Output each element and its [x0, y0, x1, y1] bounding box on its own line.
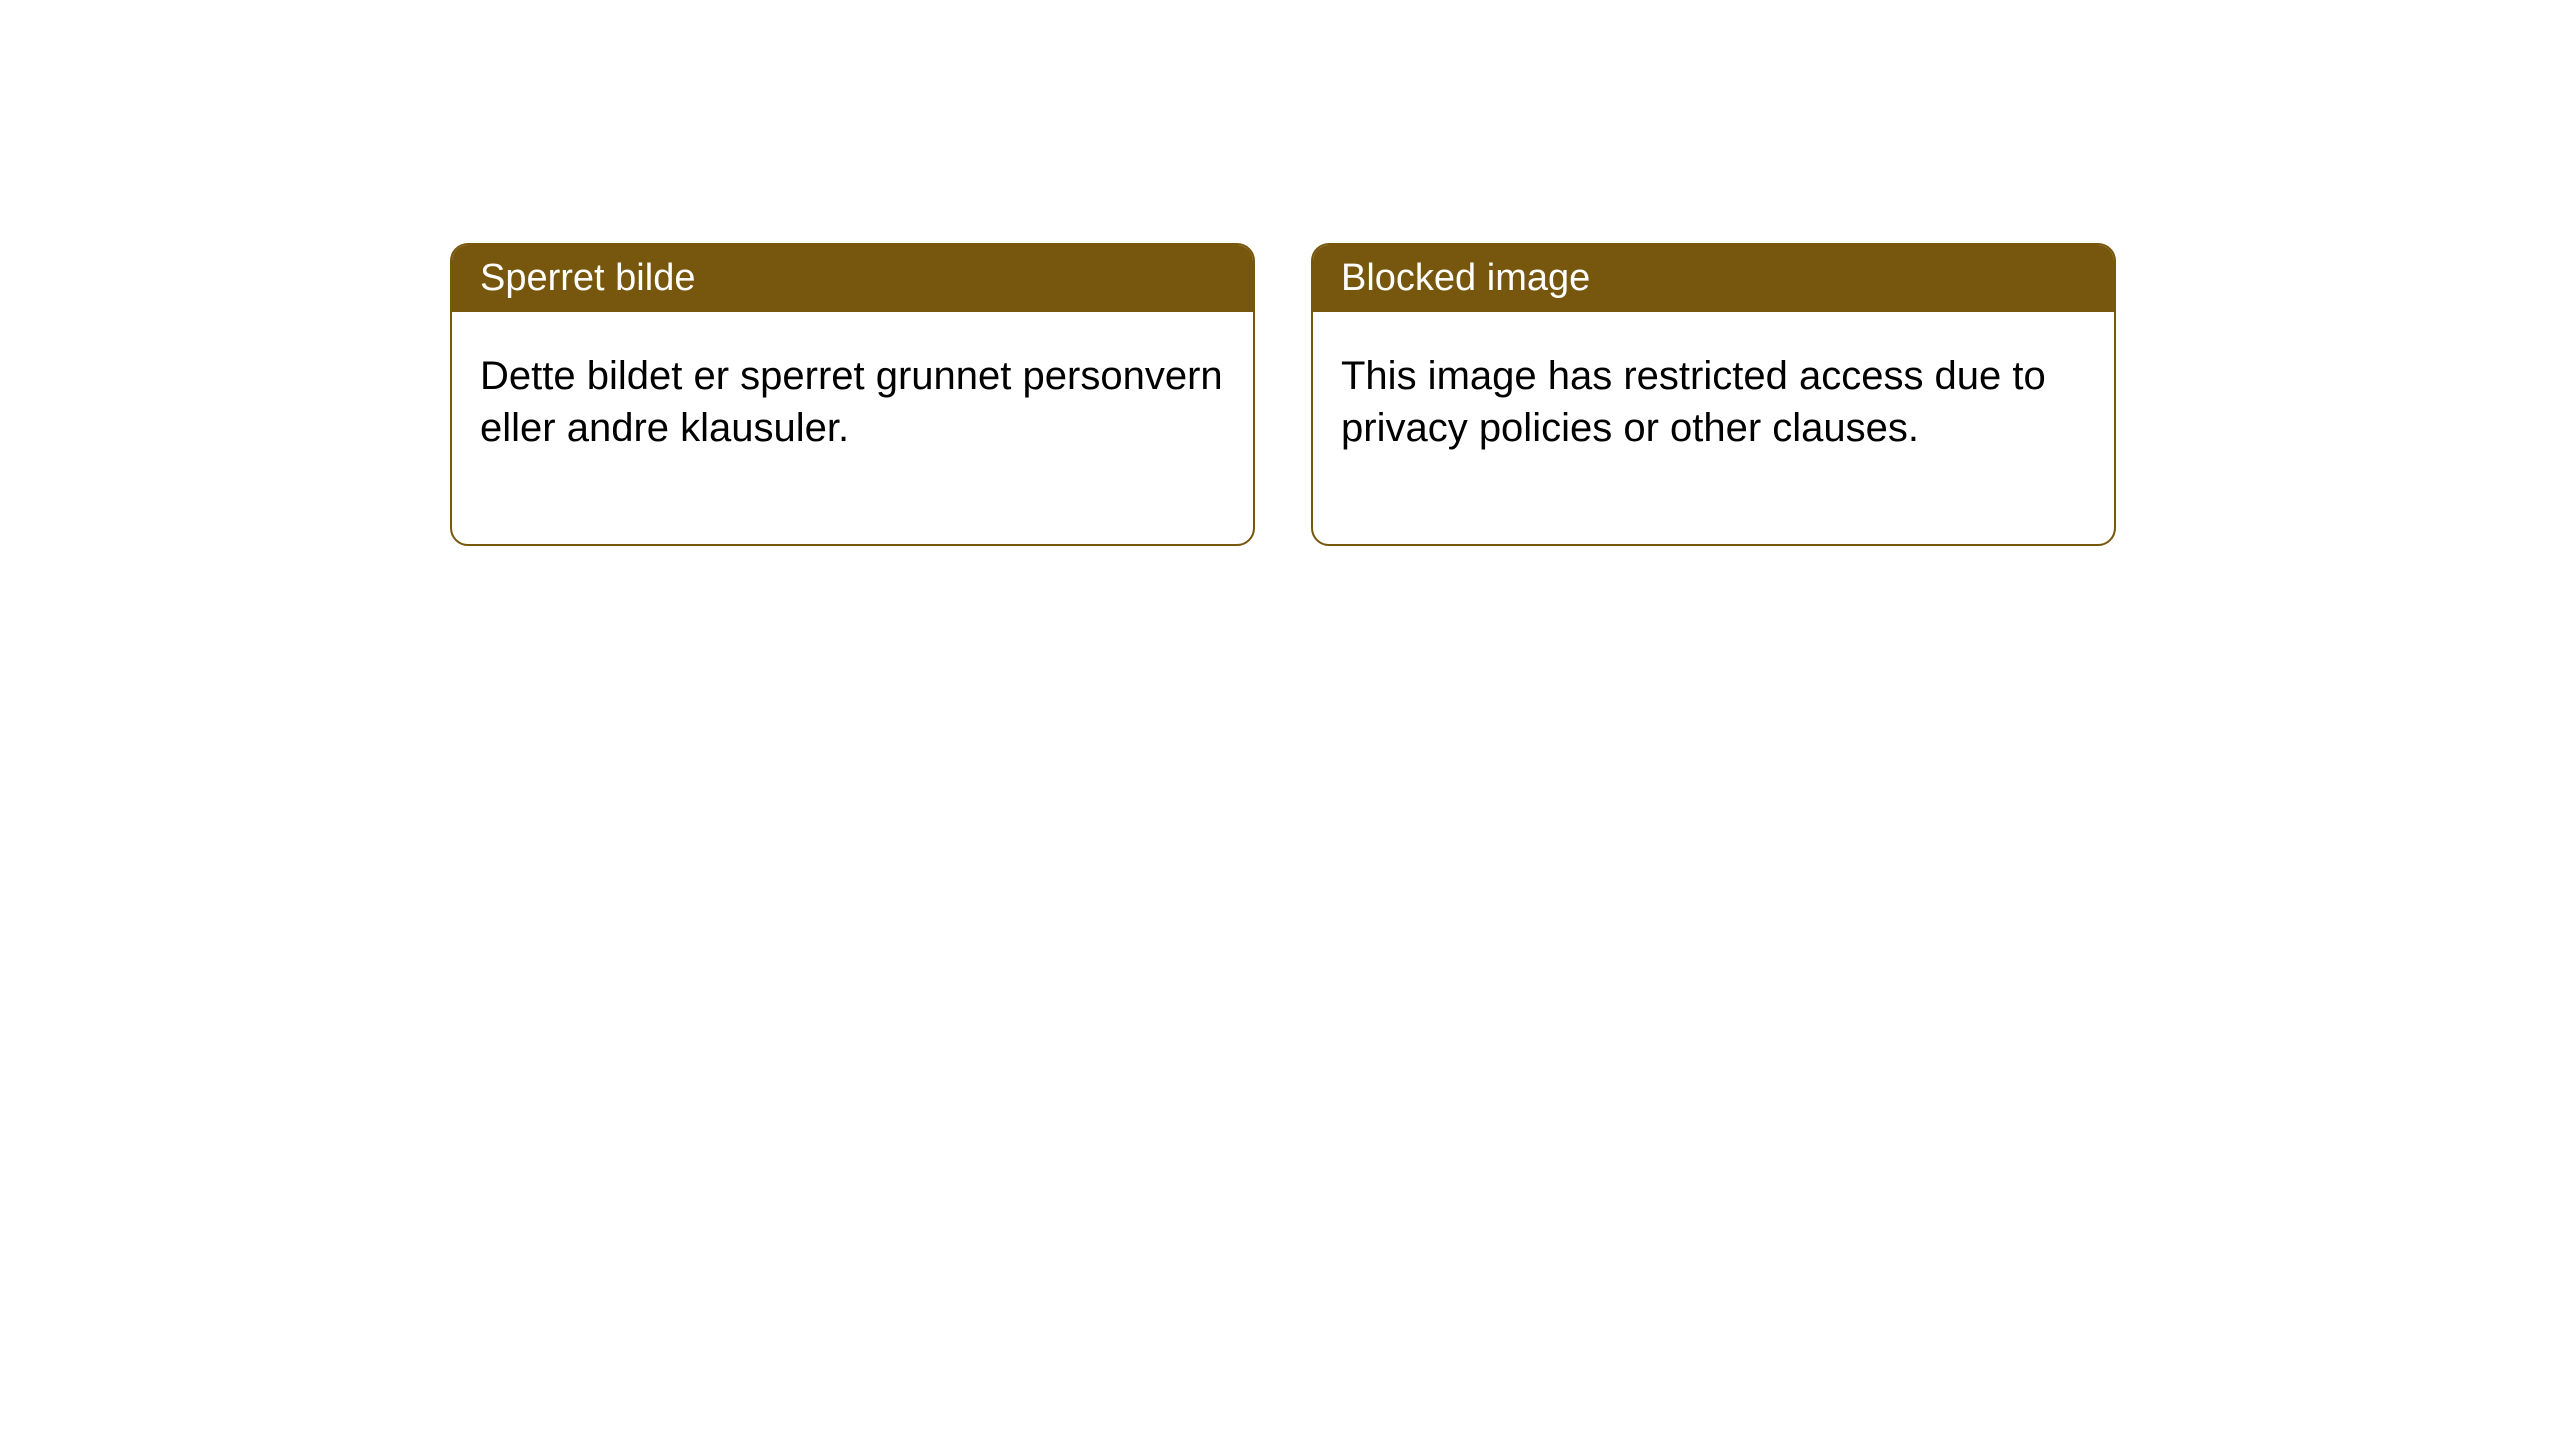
card-body: This image has restricted access due to …: [1313, 312, 2114, 544]
card-header: Blocked image: [1313, 245, 2114, 312]
notice-cards-container: Sperret bilde Dette bildet er sperret gr…: [0, 0, 2560, 546]
blocked-image-card-norwegian: Sperret bilde Dette bildet er sperret gr…: [450, 243, 1255, 546]
card-header: Sperret bilde: [452, 245, 1253, 312]
card-body: Dette bildet er sperret grunnet personve…: [452, 312, 1253, 544]
blocked-image-card-english: Blocked image This image has restricted …: [1311, 243, 2116, 546]
